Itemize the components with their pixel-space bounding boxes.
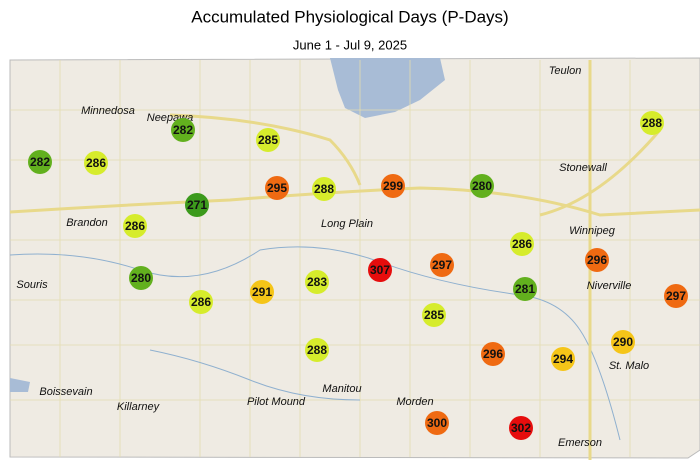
station-marker bbox=[305, 338, 329, 362]
place-label: Souris bbox=[16, 279, 48, 291]
place-label: Pilot Mound bbox=[247, 396, 306, 408]
station-value: 286 bbox=[191, 295, 211, 309]
station-value: 297 bbox=[666, 289, 686, 303]
station-value: 294 bbox=[553, 352, 573, 366]
station-marker bbox=[189, 290, 213, 314]
station-marker bbox=[84, 151, 108, 175]
station-value: 288 bbox=[307, 343, 327, 357]
station-marker bbox=[312, 177, 336, 201]
station-marker bbox=[368, 258, 392, 282]
station-value: 271 bbox=[187, 198, 207, 212]
station-value: 302 bbox=[511, 421, 531, 435]
place-label: Morden bbox=[396, 396, 433, 408]
place-label: St. Malo bbox=[609, 360, 649, 372]
station-value: 286 bbox=[86, 156, 106, 170]
station-marker bbox=[185, 193, 209, 217]
station-value: 285 bbox=[424, 308, 444, 322]
map-title: Accumulated Physiological Days (P-Days) bbox=[191, 7, 508, 26]
station-marker bbox=[551, 347, 575, 371]
station-marker bbox=[123, 214, 147, 238]
place-label: Long Plain bbox=[321, 218, 373, 230]
station-value: 280 bbox=[472, 179, 492, 193]
place-label: Minnedosa bbox=[81, 105, 135, 117]
station-marker bbox=[265, 176, 289, 200]
station-marker bbox=[256, 128, 280, 152]
station-value: 283 bbox=[307, 275, 327, 289]
map-subtitle: June 1 - Jul 9, 2025 bbox=[293, 37, 407, 52]
station-value: 296 bbox=[587, 253, 607, 267]
station-value: 297 bbox=[432, 258, 452, 272]
place-label: Niverville bbox=[587, 280, 632, 292]
place-label: Teulon bbox=[549, 65, 582, 77]
place-label: Boissevain bbox=[39, 386, 92, 398]
station-value: 296 bbox=[483, 347, 503, 361]
station-marker bbox=[664, 284, 688, 308]
station-marker bbox=[28, 150, 52, 174]
station-marker bbox=[611, 330, 635, 354]
station-value: 282 bbox=[30, 155, 50, 169]
station-marker bbox=[171, 118, 195, 142]
station-marker bbox=[510, 232, 534, 256]
station-marker bbox=[381, 174, 405, 198]
station-marker bbox=[513, 277, 537, 301]
station-value: 282 bbox=[173, 123, 193, 137]
station-value: 280 bbox=[131, 271, 151, 285]
station-value: 288 bbox=[642, 116, 662, 130]
station-marker bbox=[509, 416, 533, 440]
station-marker bbox=[430, 253, 454, 277]
place-label: Manitou bbox=[322, 383, 361, 395]
station-marker bbox=[481, 342, 505, 366]
station-value: 285 bbox=[258, 133, 278, 147]
place-label: Winnipeg bbox=[569, 225, 616, 237]
station-marker bbox=[250, 280, 274, 304]
place-label: Killarney bbox=[117, 401, 161, 413]
place-label: Emerson bbox=[558, 437, 602, 449]
station-marker bbox=[640, 111, 664, 135]
station-value: 286 bbox=[512, 237, 532, 251]
station-marker bbox=[425, 411, 449, 435]
station-marker bbox=[305, 270, 329, 294]
station-marker bbox=[585, 248, 609, 272]
station-marker bbox=[422, 303, 446, 327]
station-value: 295 bbox=[267, 181, 287, 195]
station-value: 300 bbox=[427, 416, 447, 430]
station-value: 286 bbox=[125, 219, 145, 233]
station-marker bbox=[129, 266, 153, 290]
place-label: Brandon bbox=[66, 217, 108, 229]
station-value: 290 bbox=[613, 335, 633, 349]
station-value: 288 bbox=[314, 182, 334, 196]
station-value: 299 bbox=[383, 179, 403, 193]
station-value: 281 bbox=[515, 282, 535, 296]
station-value: 307 bbox=[370, 263, 390, 277]
station-marker bbox=[470, 174, 494, 198]
station-value: 291 bbox=[252, 285, 272, 299]
place-label: Stonewall bbox=[559, 162, 607, 174]
